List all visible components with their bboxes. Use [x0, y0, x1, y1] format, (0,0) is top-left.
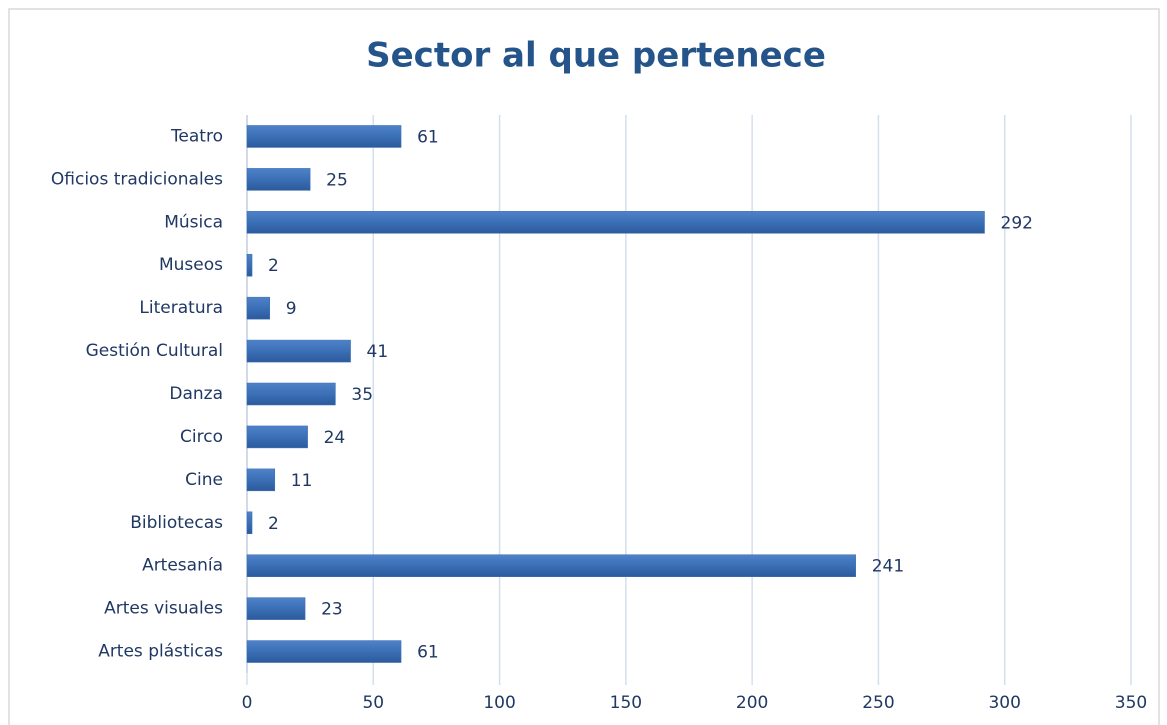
y-tick-label: Museos — [159, 255, 223, 275]
y-tick-label: Artes plásticas — [98, 642, 223, 662]
bar — [246, 511, 253, 535]
bar — [246, 468, 276, 492]
data-label: 2 — [268, 514, 279, 534]
data-label: 241 — [872, 557, 904, 577]
x-tick-label: 350 — [1115, 693, 1147, 713]
y-tick-label: Bibliotecas — [130, 513, 223, 533]
x-tick-label: 150 — [610, 693, 642, 713]
bar — [246, 339, 351, 363]
data-label: 9 — [286, 299, 297, 319]
bar — [246, 253, 253, 277]
bar — [246, 597, 306, 620]
data-label: 61 — [417, 643, 439, 663]
y-tick-label: Literatura — [139, 298, 223, 318]
y-tick-label: Teatro — [170, 126, 223, 146]
data-label: 35 — [351, 385, 373, 405]
bar — [246, 296, 270, 320]
y-tick-label: Oficios tradicionales — [51, 169, 223, 189]
bar — [246, 211, 985, 234]
data-label: 25 — [326, 170, 348, 190]
y-tick-label: Gestión Cultural — [86, 341, 223, 361]
data-label: 2 — [268, 256, 279, 276]
chart-border — [8, 8, 1160, 725]
y-tick-label: Música — [164, 212, 223, 232]
y-tick-label: Artesanía — [142, 556, 223, 576]
x-tick-label: 250 — [862, 693, 894, 713]
y-tick-label: Artes visuales — [104, 599, 223, 619]
bar — [246, 168, 311, 191]
bar — [246, 382, 336, 406]
x-tick-label: 300 — [988, 693, 1020, 713]
data-label: 61 — [417, 127, 439, 147]
y-tick-label: Circo — [180, 427, 223, 447]
bar — [246, 554, 856, 577]
data-label: 41 — [367, 342, 389, 362]
chart-title: Sector al que pertenece — [366, 36, 826, 76]
y-tick-label: Danza — [169, 384, 223, 404]
bar — [246, 125, 402, 148]
x-tick-label: 100 — [483, 693, 515, 713]
x-tick-label: 50 — [362, 693, 384, 713]
data-label: 24 — [324, 428, 346, 448]
bar — [246, 425, 308, 449]
x-tick-label: 200 — [736, 693, 768, 713]
data-label: 23 — [321, 600, 343, 620]
data-label: 292 — [1001, 213, 1033, 233]
bar — [246, 640, 402, 663]
data-label: 11 — [291, 471, 313, 491]
x-tick-label: 0 — [242, 693, 253, 713]
y-tick-label: Cine — [185, 470, 223, 490]
